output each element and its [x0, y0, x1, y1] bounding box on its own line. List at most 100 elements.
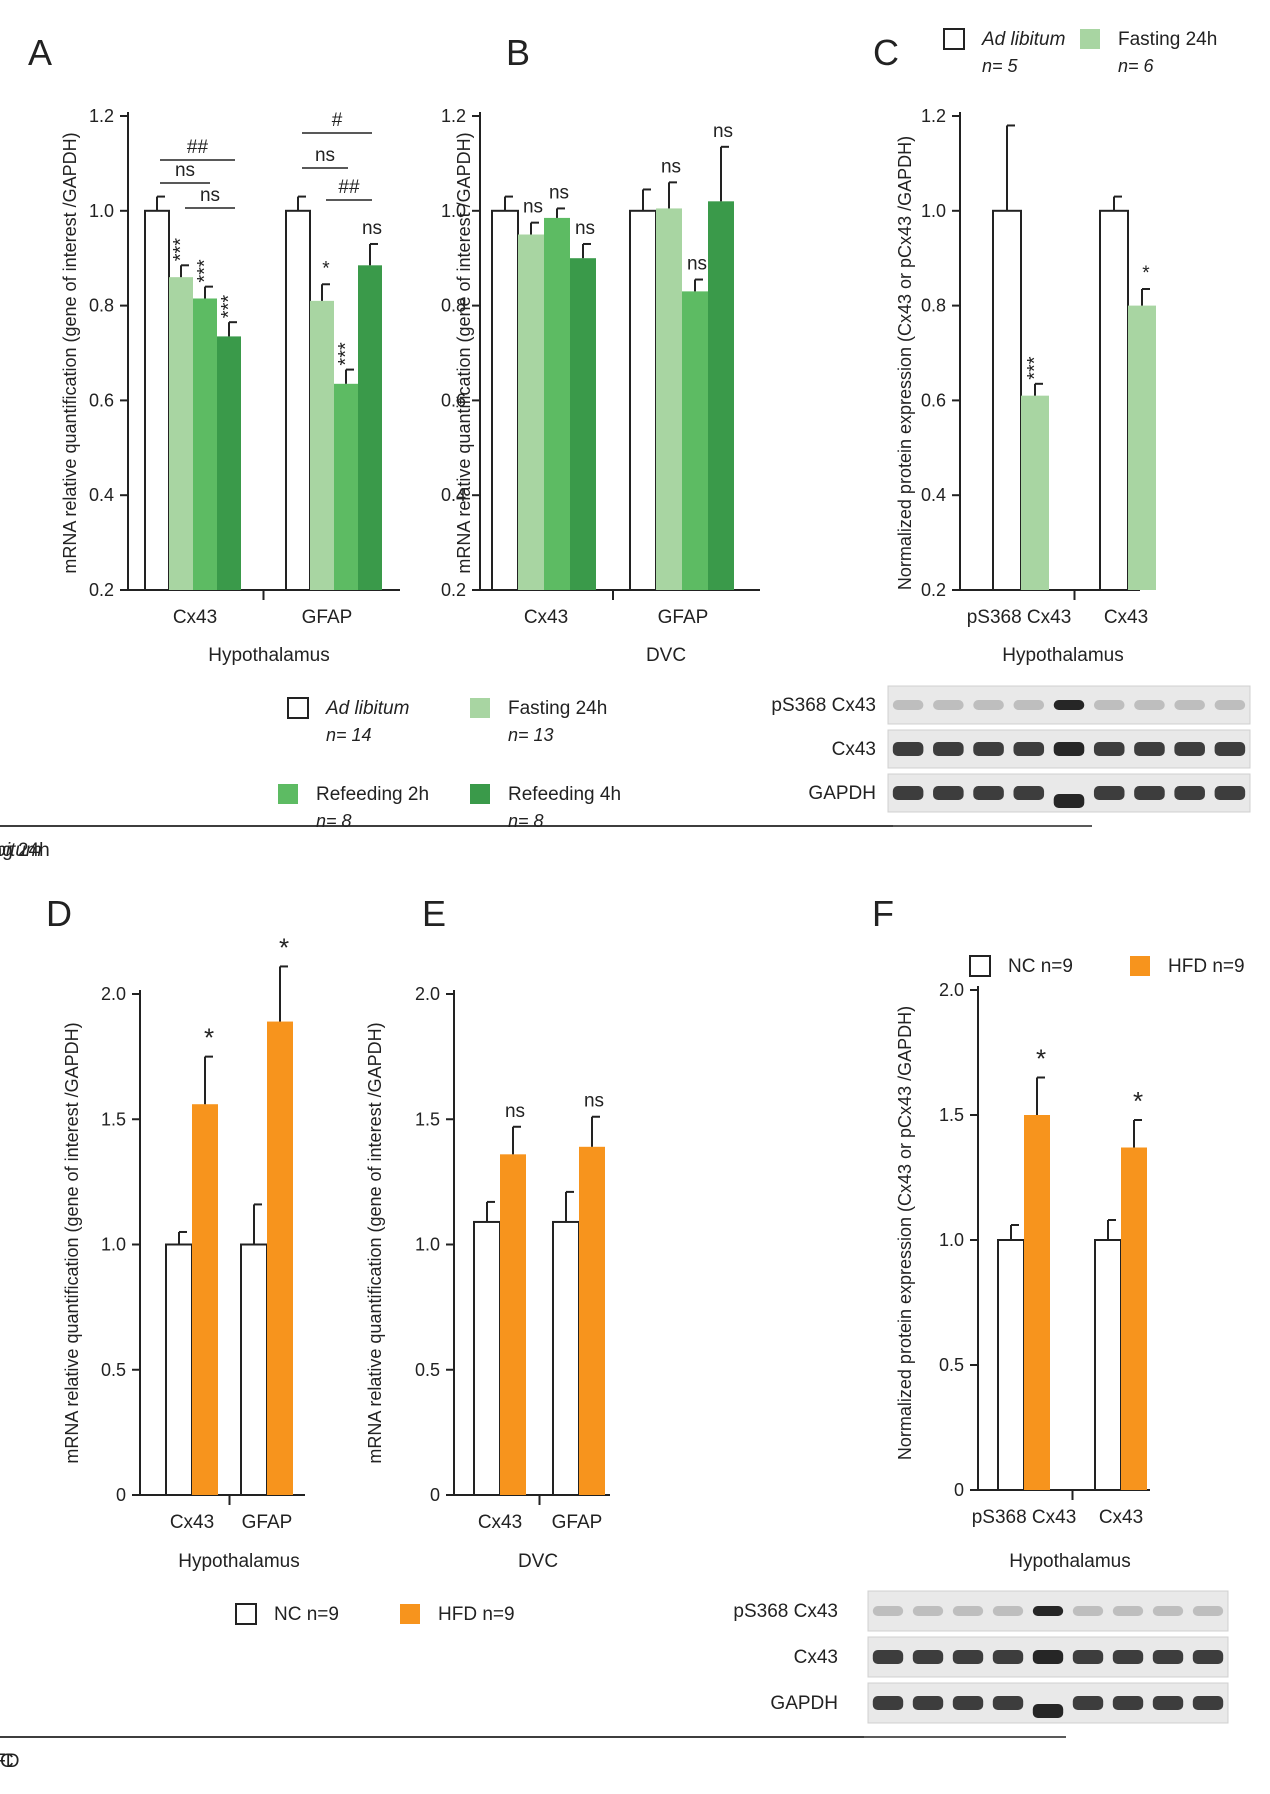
bar-fast-0 [1021, 395, 1049, 590]
panel-letter: B [506, 32, 530, 73]
bar-nc-0 [997, 1239, 1025, 1491]
y-tick-label: 1.5 [415, 1109, 440, 1129]
bar-hfd-0 [1024, 1115, 1050, 1490]
bar-fast-1 [656, 208, 682, 590]
y-tick-label: 0.5 [415, 1360, 440, 1380]
chart-d: D 0 0.5 1.0 1.5 2.0 Cx43 GFAP Hypothalamus mRNA r… [46, 893, 305, 1572]
legend-n: n= 8 [316, 811, 352, 831]
blot-band [952, 1650, 984, 1664]
legend-n: n= 14 [326, 725, 372, 745]
blot-band [973, 700, 1004, 710]
blot-band [933, 786, 964, 800]
blot-c: pS368 Cx43Cx43GAPDHAd libitumFasting 24h [0, 685, 1251, 861]
legend-label: Ad libitum [981, 29, 1065, 50]
legend-fasting: Fasting 24h n= 13 [470, 698, 607, 745]
y-tick-label: 0.2 [89, 580, 114, 600]
significance-label: * [1133, 1086, 1143, 1116]
y-axis-label: mRNA relative quantification (gene of in… [365, 1022, 385, 1463]
y-tick-label: 0.4 [921, 485, 946, 505]
blot-band [992, 1696, 1024, 1710]
blot-band [1152, 1606, 1184, 1616]
x-axis-label: Hypothalamus [178, 1551, 299, 1572]
y-tick-label: 0.4 [441, 485, 466, 505]
y-tick-label: 0.4 [89, 485, 114, 505]
blot-band [1072, 1696, 1104, 1710]
panel-letter: C [873, 32, 899, 73]
panel-letter: D [46, 893, 72, 934]
y-tick-label: 0.5 [939, 1355, 964, 1375]
significance-label: ns [687, 254, 707, 275]
legend-c-fasting: Fasting 24h n= 6 [1080, 29, 1217, 76]
legend-label: Fasting 24h [1118, 29, 1217, 50]
legend-refeeding-4h: Refeeding 4h n= 8 [470, 784, 621, 831]
blot-band [1134, 742, 1165, 756]
blot-band [1093, 786, 1125, 800]
legend-label: HFD n=9 [438, 1604, 515, 1625]
y-axis-label: mRNA relative quantification (gene of in… [454, 132, 474, 573]
y-tick-label: 2.0 [415, 984, 440, 1004]
chart-e: E 0 0.5 1.0 1.5 2.0 Cx43 GFAP DVC mRNA relative q… [365, 893, 610, 1572]
blot-band [1093, 742, 1125, 756]
legend-swatch [1080, 29, 1100, 49]
blot-f: pS368 Cx43 Cx43 GAPDH NCHFD [0, 1590, 1229, 1772]
x-axis-label: Hypothalamus [1002, 645, 1123, 666]
panel-letter: F [872, 893, 894, 934]
bar-ad-0 [491, 209, 519, 592]
blot-band [1053, 700, 1085, 710]
blot-band [1053, 742, 1085, 756]
legend-swatch [470, 698, 490, 718]
y-tick-label: 0.8 [89, 296, 114, 316]
y-tick-label: 0 [430, 1485, 440, 1505]
bar-hfd-1 [1121, 1147, 1147, 1490]
significance-label: *** [1024, 356, 1046, 380]
blot-band [1112, 1606, 1144, 1616]
bar-ref2-1 [682, 291, 708, 590]
bar-ad-1 [1099, 209, 1129, 592]
blot-band [912, 1606, 944, 1616]
legend-swatch [969, 955, 991, 977]
chart-f: F 0 0.5 1.0 1.5 2.0 pS368 Cx43 Cx43 Hypothalamus… [872, 893, 1150, 1572]
bar-hfd-0 [192, 1104, 218, 1495]
y-tick-label: 1.2 [89, 106, 114, 126]
bar-ref2-0 [544, 217, 570, 590]
x-tick-label: GFAP [302, 607, 353, 628]
y-axis-label: mRNA relative quantification (gene of in… [60, 132, 80, 573]
blot-band [1053, 794, 1085, 808]
blot-band [1072, 1650, 1104, 1664]
blot-band [952, 1696, 984, 1710]
blot-band [1032, 1704, 1064, 1718]
blot-group-label: Ad libitum [0, 840, 42, 861]
blot-band [992, 1606, 1024, 1616]
blot-band [992, 1650, 1024, 1664]
x-axis-label: Hypothalamus [1009, 1551, 1130, 1572]
y-tick-label: 1.0 [939, 1230, 964, 1250]
significance-label: ns [575, 218, 595, 239]
significance-label: * [1142, 263, 1150, 284]
blot-band [1174, 700, 1205, 710]
blot-band [912, 1696, 944, 1710]
blot-band [1013, 700, 1045, 710]
y-tick-label: 0.8 [441, 296, 466, 316]
significance-label: *** [170, 238, 192, 262]
significance-label: ns [661, 156, 681, 177]
y-tick-label: 0.8 [921, 296, 946, 316]
bar-fast-0 [518, 234, 544, 590]
significance-label: *** [335, 342, 357, 366]
chart-a: A 0.2 0.4 0.6 0.8 1.0 1.2 Cx43 GFAP Hypothalamus m… [28, 32, 400, 666]
blot-band [1214, 700, 1246, 710]
x-tick-label: Cx43 [524, 607, 568, 628]
blot-row-label: Cx43 [832, 739, 876, 760]
legend-swatch [278, 784, 298, 804]
legend-f-hfd: HFD n=9 [1130, 956, 1245, 977]
legend-n: n= 6 [1118, 56, 1155, 76]
chart-b: B 0.2 0.4 0.6 0.8 1.0 1.2 Cx43 GFAP DVC mRNA relat… [441, 32, 760, 666]
bar-ad-1 [629, 209, 657, 592]
legend-swatch [1130, 956, 1150, 976]
blot-band [1192, 1606, 1224, 1616]
y-tick-label: 1.0 [921, 201, 946, 221]
legend-label: Fasting 24h [508, 698, 607, 719]
blot-band [892, 700, 924, 710]
blot-band [1174, 742, 1205, 756]
blot-band [1152, 1650, 1184, 1664]
